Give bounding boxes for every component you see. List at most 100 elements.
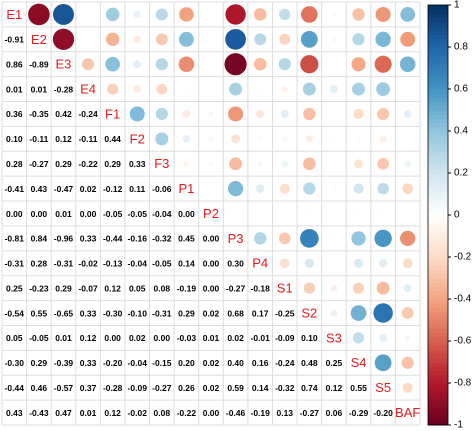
colorbar-segment	[428, 374, 448, 380]
colorbar-segment	[428, 399, 448, 405]
colorbar-segment	[428, 315, 448, 321]
colorbar-segment	[428, 328, 448, 334]
correlation-value: 0.47	[55, 408, 72, 418]
correlation-circle	[155, 132, 169, 146]
correlation-circle	[379, 135, 387, 143]
diagonal-label: E3	[56, 57, 72, 72]
correlation-circle	[356, 211, 361, 216]
colorbar-tick-label: 0	[454, 210, 460, 221]
colorbar-segment	[428, 110, 448, 115]
colorbar-segment	[428, 215, 448, 220]
correlation-value: -0.05	[128, 209, 148, 219]
correlation-value: -0.11	[79, 134, 98, 144]
correlation-circle	[404, 335, 411, 341]
correlation-value: 0.33	[80, 308, 97, 318]
correlation-value: -0.18	[250, 283, 270, 293]
diagonal-label: E1	[6, 7, 22, 22]
colorbar-segment	[428, 118, 448, 124]
colorbar-segment	[428, 97, 448, 103]
correlation-value: -0.29	[349, 408, 369, 418]
correlation-value: 0.55	[31, 308, 48, 318]
correlation-value: -0.32	[152, 234, 172, 244]
correlation-value: -0.28	[103, 383, 123, 393]
colorbar-segment	[428, 47, 448, 52]
correlation-circle	[133, 85, 141, 93]
correlation-value: 0.29	[178, 308, 195, 318]
colorbar-segment	[428, 185, 448, 191]
correlation-value: -0.20	[373, 408, 393, 418]
colorbar-segment	[428, 156, 448, 161]
correlation-value: -0.30	[5, 358, 25, 368]
diagonal-label: S1	[277, 281, 293, 296]
correlation-value: -0.65	[54, 308, 74, 318]
correlation-value: 0.12	[80, 333, 97, 343]
correlation-circle	[300, 30, 318, 48]
correlation-circle	[402, 183, 414, 194]
correlation-circle	[278, 58, 291, 71]
correlation-value: 0.12	[104, 283, 121, 293]
colorbar-segment	[428, 84, 448, 90]
correlation-circle	[228, 106, 244, 122]
correlation-circle	[374, 229, 392, 248]
correlation-value: 0.48	[301, 358, 318, 368]
correlation-circle	[356, 136, 361, 142]
correlation-circle	[399, 56, 416, 72]
correlation-circle	[82, 58, 95, 71]
correlation-circle	[279, 8, 291, 21]
correlation-value: 0.08	[154, 408, 171, 418]
correlation-circle	[301, 6, 318, 23]
correlation-value: 0.02	[227, 333, 244, 343]
correlation-circle	[330, 85, 338, 94]
correlation-value: -0.27	[226, 283, 246, 293]
colorbar-segment	[428, 63, 448, 69]
correlation-value: -0.44	[5, 383, 25, 393]
diagonal-label: S3	[326, 330, 342, 345]
colorbar-segment	[428, 412, 448, 418]
correlation-value: -0.05	[152, 259, 172, 269]
colorbar-segment	[428, 366, 448, 371]
colorbar-tick-label: -0.4	[454, 294, 472, 305]
correlation-circle	[352, 8, 365, 21]
correlation-circle	[155, 8, 168, 21]
correlation-circle	[281, 86, 288, 93]
colorbar-segment	[428, 68, 448, 73]
correlation-value: 0.29	[104, 159, 121, 169]
correlation-circle	[303, 282, 316, 294]
correlation-circle	[253, 8, 267, 21]
correlation-circle	[406, 87, 409, 91]
correlation-circle	[331, 36, 337, 42]
colorbar-segment	[428, 349, 448, 355]
correlation-circle	[184, 87, 189, 91]
colorbar-segment	[428, 408, 448, 413]
colorbar-segment	[428, 383, 448, 388]
correlation-circle	[300, 55, 319, 74]
correlation-circle	[403, 110, 412, 118]
correlation-value: 0.28	[31, 259, 48, 269]
correlation-value: 0.44	[104, 134, 121, 144]
diagonal-label: S2	[301, 305, 317, 320]
correlation-value: 0.42	[55, 109, 72, 119]
correlation-value: -0.16	[128, 234, 148, 244]
correlation-circle	[375, 6, 391, 22]
correlation-value: 0.25	[6, 283, 23, 293]
colorbar-segment	[428, 299, 448, 304]
colorbar-segment	[428, 168, 448, 174]
correlation-value: 0.12	[104, 408, 121, 418]
correlation-value: -0.10	[128, 308, 148, 318]
correlation-value: -0.31	[5, 259, 25, 269]
correlation-circle	[105, 32, 120, 47]
correlation-circle	[353, 183, 364, 194]
correlation-value: -0.27	[29, 159, 49, 169]
colorbar-segment	[428, 173, 448, 178]
correlation-circle	[402, 258, 413, 269]
correlation-circle	[307, 211, 311, 216]
correlation-circle	[353, 108, 364, 120]
correlation-circle	[352, 332, 365, 344]
diagonal-label: S4	[351, 355, 367, 370]
colorbar-segment	[428, 341, 448, 346]
correlation-value: 0.10	[301, 333, 318, 343]
correlation-circle	[350, 305, 367, 321]
colorbar-segment	[428, 416, 448, 422]
colorbar-segment	[428, 378, 448, 384]
correlation-value: 0.01	[55, 209, 72, 219]
